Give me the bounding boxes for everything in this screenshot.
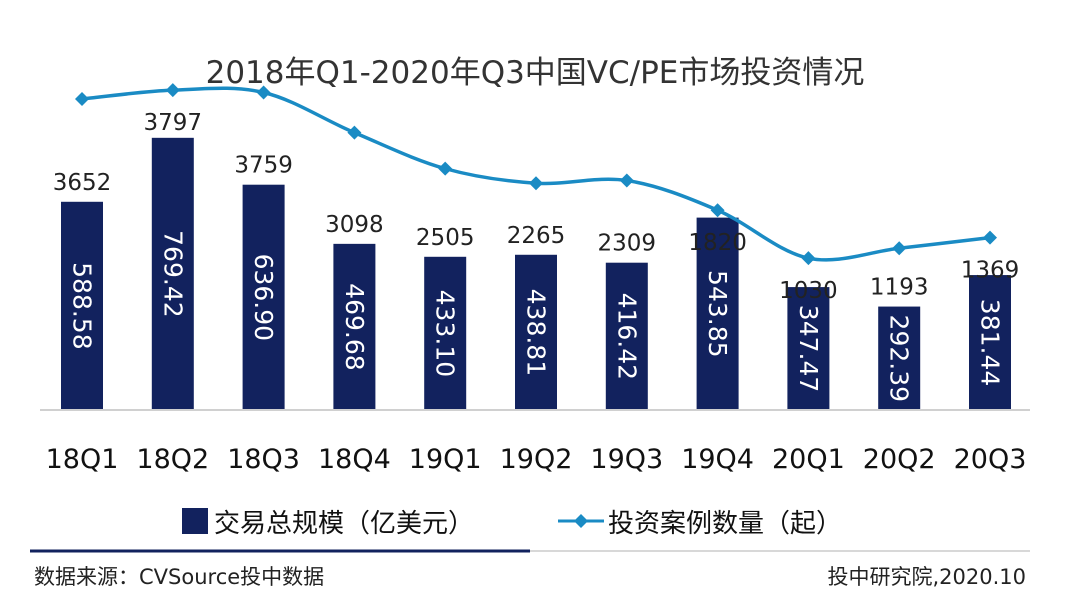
- line-point-label: 1820: [688, 230, 747, 256]
- bar-value-label: 636.90: [249, 254, 278, 341]
- line-point-label: 3797: [144, 110, 203, 136]
- bar-value-label: 433.10: [431, 290, 460, 377]
- x-tick-label: 19Q3: [590, 444, 663, 475]
- x-tick-label: 19Q2: [500, 444, 573, 475]
- bar-value-labels: 588.58 769.42 636.90 469.68 433.10 438.81 416.…: [68, 230, 1005, 402]
- line-point-label: 3098: [325, 212, 384, 238]
- bar: [61, 201, 103, 410]
- line-point: [619, 173, 634, 188]
- legend: 交易总规模（亿美元） 投资案例数量（起）: [182, 508, 842, 539]
- bar-value-label: 769.42: [158, 230, 187, 317]
- line-point: [347, 125, 362, 140]
- bar: [878, 306, 921, 410]
- line-point: [256, 85, 271, 100]
- line-point-label: 3759: [234, 153, 293, 179]
- line-point: [75, 91, 89, 106]
- bar: [605, 262, 648, 410]
- bar: [515, 254, 557, 410]
- bar-series: [61, 137, 1011, 410]
- bar-value-label: 292.39: [885, 315, 914, 402]
- footer-source: 数据来源：CVSource投中数据: [34, 565, 324, 589]
- bar-value-label: 381.44: [976, 299, 1005, 386]
- x-axis-tick-labels: 18Q1 18Q2 18Q3 18Q4 19Q1 19Q2 19Q3 19Q4 20Q1 20Q2…: [46, 444, 1027, 475]
- line-point: [983, 230, 997, 245]
- bar-value-label: 469.68: [340, 283, 369, 370]
- bar-value-label: 543.85: [703, 270, 732, 357]
- line-series: [75, 83, 997, 266]
- x-tick-label: 18Q3: [227, 444, 300, 475]
- x-tick-label: 20Q2: [863, 444, 936, 475]
- bar: [969, 275, 1011, 410]
- x-tick-label: 20Q1: [772, 444, 845, 475]
- x-tick-label: 20Q3: [954, 444, 1027, 475]
- line-point-label: 1369: [961, 258, 1020, 284]
- legend-bar-label: 交易总规模（亿美元）: [214, 509, 474, 539]
- line-point-label: 1030: [779, 278, 838, 304]
- line-point-label: 1193: [870, 275, 929, 301]
- line-point-label: 2505: [416, 225, 475, 251]
- x-tick-label: 18Q1: [46, 444, 119, 475]
- x-tick-label: 19Q4: [681, 444, 754, 475]
- footer-credit: 投中研究院,2020.10: [827, 565, 1026, 589]
- line-point: [892, 241, 907, 256]
- line-point-label: 2309: [598, 231, 657, 257]
- line-point: [438, 161, 453, 176]
- line-point-label: 2265: [507, 223, 566, 249]
- x-tick-label: 19Q1: [409, 444, 482, 475]
- line-point-label: 3652: [53, 170, 112, 196]
- legend-line-marker: [574, 514, 588, 528]
- line-point: [801, 251, 816, 266]
- bar: [333, 243, 376, 410]
- x-tick-label: 18Q4: [318, 444, 391, 475]
- line-value-labels: 3652 3797 3759 3098 2505 2265 2309 1820 1030 1193…: [53, 110, 1020, 304]
- chart-title: 2018年Q1-2020年Q3中国VC/PE市场投资情况: [206, 55, 865, 91]
- line-point: [710, 203, 725, 218]
- legend-bar-swatch: [182, 508, 208, 534]
- bar-value-label: 416.42: [612, 293, 641, 380]
- bar-value-label: 438.81: [522, 289, 551, 376]
- bar-value-label: 347.47: [794, 305, 823, 392]
- bar: [424, 256, 467, 410]
- line-point: [165, 83, 180, 98]
- bar: [242, 184, 285, 410]
- bar: [787, 287, 830, 410]
- bar-value-label: 588.58: [68, 262, 97, 349]
- x-tick-label: 18Q2: [136, 444, 209, 475]
- legend-line-label: 投资案例数量（起）: [608, 509, 842, 539]
- line-point: [529, 176, 543, 191]
- bar: [696, 217, 739, 410]
- bar: [151, 137, 194, 410]
